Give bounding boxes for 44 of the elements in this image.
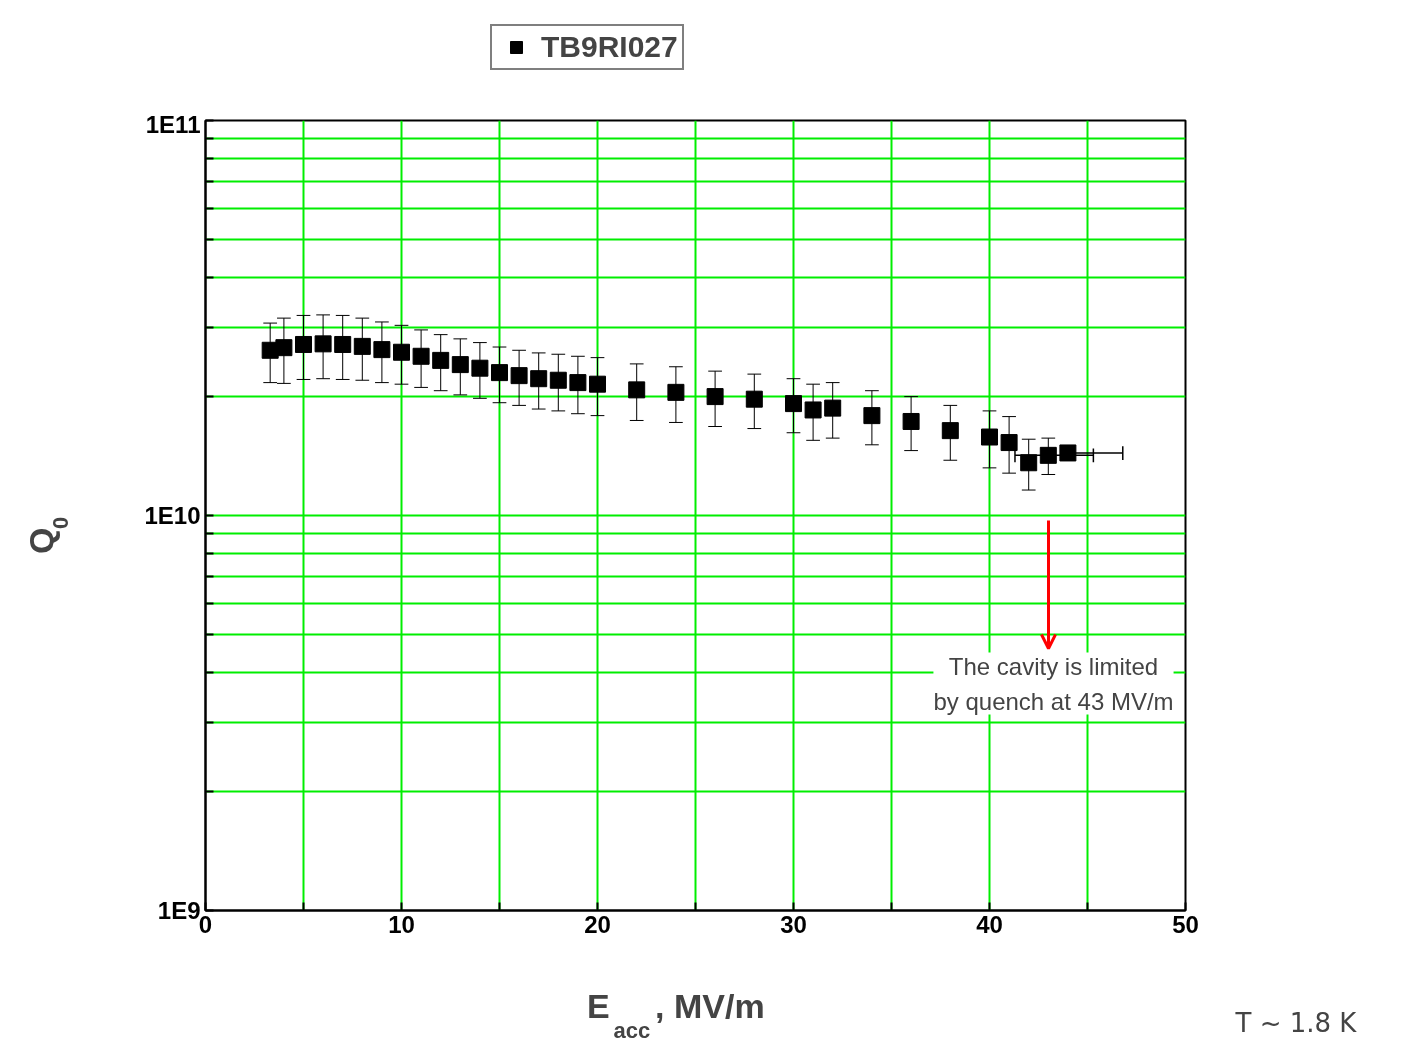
point: [1059, 444, 1077, 462]
point: [451, 356, 469, 374]
point: [334, 335, 352, 353]
point: [1039, 446, 1057, 464]
point: [432, 351, 450, 369]
point: [1000, 434, 1018, 452]
point: [941, 422, 959, 440]
legend-label: TB9RI027: [541, 30, 678, 64]
x-tick-label: 40: [976, 910, 1003, 938]
point: [1020, 454, 1038, 472]
x-tick-label: 50: [1172, 910, 1199, 938]
point: [785, 395, 802, 413]
point: [275, 339, 293, 357]
point: [569, 374, 587, 392]
point: [353, 337, 371, 355]
point: [393, 343, 410, 361]
y-tick-label: 1E11: [145, 110, 201, 138]
point: [902, 412, 920, 430]
point: [549, 371, 567, 389]
point: [804, 401, 822, 419]
point: [667, 383, 685, 401]
point: [628, 381, 646, 399]
point: [589, 375, 606, 393]
x-tick-label: 20: [584, 910, 611, 938]
point: [745, 390, 763, 408]
point: [373, 341, 391, 359]
y-axis-title: Q0: [21, 516, 73, 554]
point: [491, 364, 508, 382]
point: [706, 388, 724, 406]
point: [314, 335, 332, 353]
point: [295, 335, 312, 353]
point: [981, 428, 998, 446]
point: [471, 359, 489, 377]
point: [412, 347, 430, 365]
y-tick-label: 1E10: [144, 502, 201, 529]
annotation: The cavity is limited by quench at 43 MV/m: [933, 652, 1174, 715]
x-tick-label: 30: [780, 910, 807, 938]
text: T ~ 1.8 K: [1234, 1007, 1358, 1038]
x-tick-label: 10: [388, 910, 415, 938]
point: [510, 367, 528, 385]
point: [863, 407, 881, 425]
point: [824, 399, 842, 417]
x-axis-title: Eacc, MV/m: [587, 986, 765, 1043]
point: [530, 370, 548, 388]
